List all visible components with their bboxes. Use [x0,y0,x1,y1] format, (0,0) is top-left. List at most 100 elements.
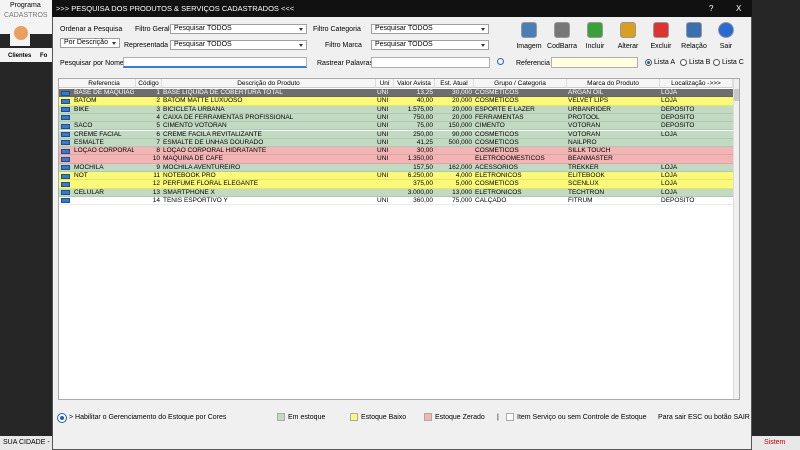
table-row[interactable] [59,105,733,114]
app-icon-label[interactable]: Fo [40,53,48,59]
window-title: >>> PESQUISA DOS PRODUTOS & SERVIÇOS CAD… [56,4,295,13]
table-row[interactable] [59,138,733,148]
table-cell: MOCHILA [74,163,104,171]
toolbar-icon[interactable] [620,22,636,38]
toolbar-icon[interactable] [587,22,603,38]
table-row[interactable] [59,196,733,206]
table-cell: 150,000 [448,122,473,130]
table-cell: CELULAR [74,188,104,196]
table-row[interactable] [59,113,733,123]
table-row[interactable] [59,180,733,189]
table-cell: URBANRIDER [568,105,611,113]
ref-input[interactable] [551,57,638,68]
table-cell: VOTORAN [568,130,601,138]
column-header[interactable]: Uni [376,79,394,88]
toolbar-icon[interactable] [653,22,669,38]
table-cell: 41,25 [416,138,433,146]
table-row[interactable] [59,89,733,98]
name-input[interactable] [123,57,307,68]
table-cell: 7 [156,138,160,146]
toolbar-button[interactable]: Relação [681,43,707,50]
table-cell: ARGAN OIL [568,89,604,96]
toolbar-icon[interactable] [521,22,537,38]
table-cell: 75,00 [416,122,433,130]
toolbar-button[interactable]: Sair [719,43,733,50]
label: Filtro Marca [325,42,362,49]
app-icon-label[interactable]: Clientes [8,53,32,59]
table-cell: UNI [377,172,389,179]
table-row[interactable] [59,122,733,131]
table-cell: COSMETICOS [475,138,519,146]
list-radio[interactable] [645,59,652,66]
column-header[interactable]: Est. Atual [435,79,474,88]
table-cell: 4,000 [455,172,472,179]
label: Referencia [516,60,550,67]
table-cell: 375,00 [413,180,433,188]
column-header[interactable]: Código [136,79,162,88]
table-cell: SACO [74,122,93,130]
list-radio[interactable] [680,59,687,66]
app-title: Programa [10,2,41,9]
table-cell: CIMENTO VOTORAN [163,122,227,130]
column-header[interactable]: Referencia [73,79,136,88]
close-button[interactable]: X [736,4,742,13]
table-cell: PERFUME FLORAL ELEGANTE [163,180,259,188]
rep-select[interactable]: Pesquisar TODOS [170,40,307,50]
table-row[interactable] [59,147,733,156]
app-menu[interactable]: CADASTROS [4,12,48,19]
list-label: Lista A [654,59,676,66]
table-row[interactable] [59,97,733,106]
toolbar-button[interactable]: Imagem [516,43,542,50]
toolbar-button[interactable]: Incluir [585,43,605,50]
toolbar-icon[interactable] [686,22,702,38]
table-cell: 4 [156,113,160,121]
table-cell: FITRUM [568,196,593,204]
table-cell: BASE DE MAQUIAGE [74,89,134,96]
list-radio[interactable] [713,59,720,66]
table-cell: 40,00 [416,97,433,105]
toolbar-button[interactable]: Excluir [650,43,672,50]
table-cell: 1 [156,89,160,96]
scroll-thumb[interactable] [734,89,739,101]
list-label: Lista C [722,59,744,66]
table-row[interactable] [59,188,733,197]
brand-select[interactable]: Pesquisar TODOS [371,40,489,50]
toolbar-button[interactable]: CodBarra [547,43,577,50]
row-icon [61,165,70,171]
category-select[interactable]: Pesquisar TODOS [371,24,489,34]
table-row[interactable] [59,155,733,164]
table-cell: NOT [74,172,88,179]
general-select[interactable]: Pesquisar TODOS [170,24,307,34]
table-cell: 1.350,00 [407,155,433,163]
clients-icon[interactable] [14,26,28,40]
table-cell: ESPORTE E LAZER [475,105,535,113]
legend-label: Item Serviço ou sem Controle de Estoque [517,414,647,421]
legend-swatch [424,413,432,421]
title-bar [52,0,752,17]
table-cell: COSMETICOS [475,130,519,138]
label: Filtro Categoria [313,26,361,33]
column-header[interactable]: Descrição do Produto [162,79,376,88]
table-row[interactable] [59,163,733,172]
scrollbar[interactable] [733,79,739,399]
help-button[interactable]: ? [709,4,714,13]
table-cell: 11 [153,172,160,179]
table-cell: BICICLETA URBANA [163,105,225,113]
column-header[interactable]: Localização ->>> [660,79,733,88]
column-header[interactable]: Grupo / Categoria [474,79,567,88]
words-input[interactable] [371,57,490,68]
column-header[interactable]: Valor Avista [394,79,435,88]
search-icon[interactable] [497,58,504,65]
table-row[interactable] [59,172,733,181]
toggle-radio[interactable] [57,413,67,423]
toolbar-icon[interactable] [718,22,734,38]
table-row[interactable] [59,130,733,139]
column-header[interactable]: Marca do Produto [567,79,660,88]
row-icon [61,181,70,187]
legend-label: Estoque Zerado [435,414,485,421]
row-icon [61,173,70,179]
toolbar-button[interactable]: Alterar [617,43,639,50]
order-select[interactable]: Por Descrição [60,38,120,48]
toolbar-icon[interactable] [554,22,570,38]
table-cell: SILLK TOUCH [568,147,611,155]
